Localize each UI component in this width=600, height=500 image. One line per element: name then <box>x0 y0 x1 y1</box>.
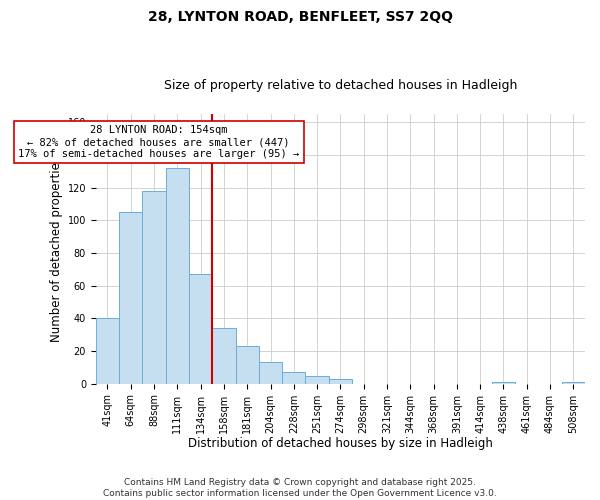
Bar <box>236 346 259 384</box>
Bar <box>492 382 515 384</box>
Text: 28 LYNTON ROAD: 154sqm
← 82% of detached houses are smaller (447)
17% of semi-de: 28 LYNTON ROAD: 154sqm ← 82% of detached… <box>18 126 299 158</box>
Bar <box>119 212 142 384</box>
Bar <box>212 328 236 384</box>
Bar <box>305 376 329 384</box>
Bar <box>329 379 352 384</box>
Bar <box>96 318 119 384</box>
Bar <box>166 168 189 384</box>
Bar <box>189 274 212 384</box>
Bar <box>259 362 282 384</box>
Title: Size of property relative to detached houses in Hadleigh: Size of property relative to detached ho… <box>164 79 517 92</box>
Bar <box>562 382 585 384</box>
Bar <box>142 191 166 384</box>
Text: Contains HM Land Registry data © Crown copyright and database right 2025.
Contai: Contains HM Land Registry data © Crown c… <box>103 478 497 498</box>
Y-axis label: Number of detached properties: Number of detached properties <box>50 156 64 342</box>
Text: 28, LYNTON ROAD, BENFLEET, SS7 2QQ: 28, LYNTON ROAD, BENFLEET, SS7 2QQ <box>148 10 452 24</box>
Bar <box>282 372 305 384</box>
X-axis label: Distribution of detached houses by size in Hadleigh: Distribution of detached houses by size … <box>188 437 493 450</box>
